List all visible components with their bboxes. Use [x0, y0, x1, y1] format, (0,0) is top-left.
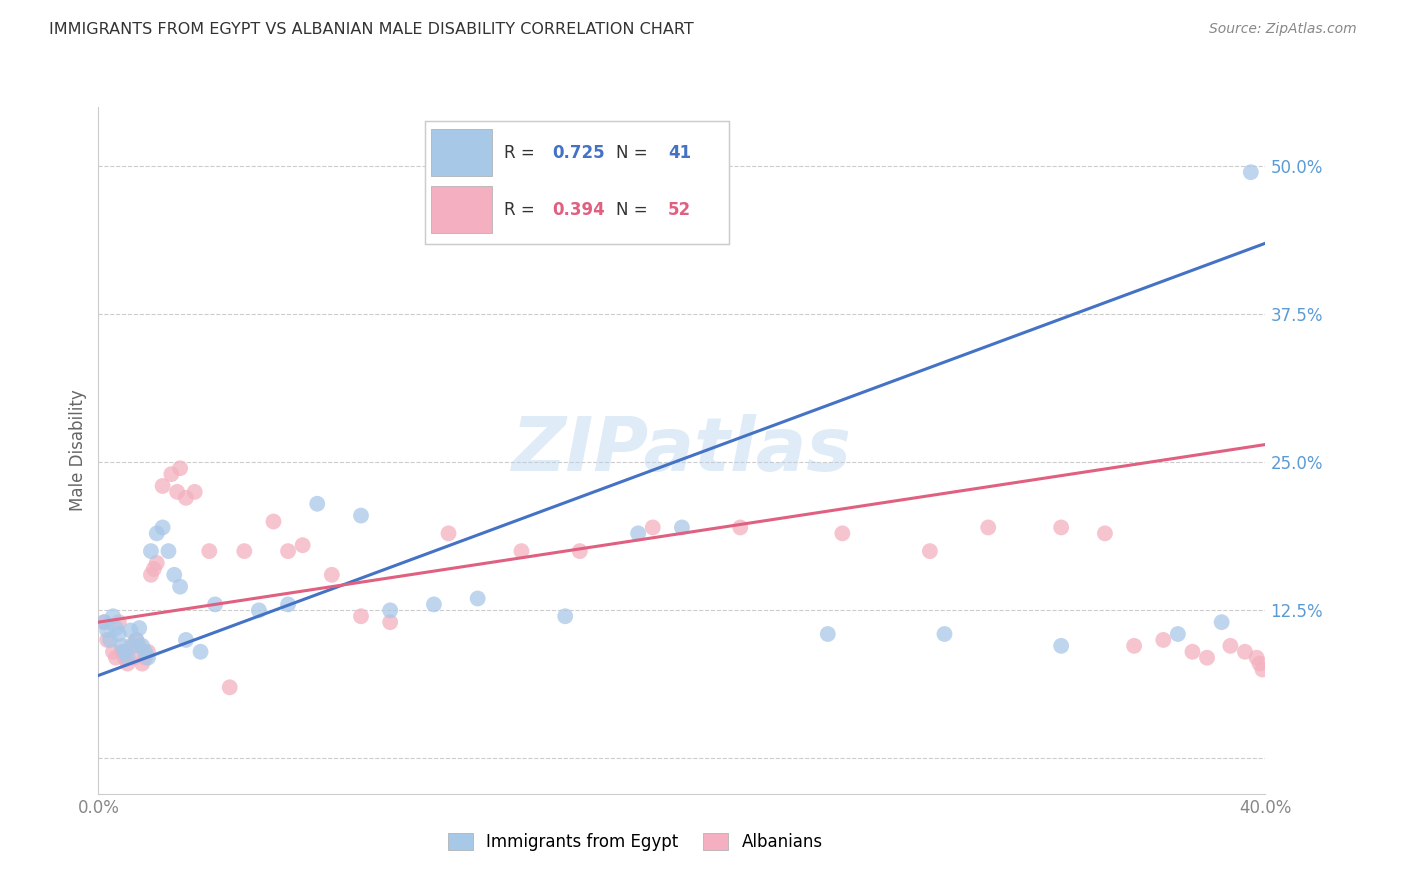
- Point: [1251, 663, 1274, 677]
- Point: [307, 497, 329, 511]
- Point: [1249, 657, 1271, 671]
- Point: [108, 615, 131, 630]
- Point: [146, 526, 169, 541]
- Point: [247, 603, 270, 617]
- Point: [554, 609, 576, 624]
- Point: [122, 650, 145, 665]
- Point: [1195, 650, 1218, 665]
- Point: [1219, 639, 1241, 653]
- Point: [233, 544, 256, 558]
- Point: [125, 632, 148, 647]
- Point: [96, 632, 118, 647]
- Point: [134, 650, 156, 665]
- Point: [114, 650, 136, 665]
- Point: [510, 544, 533, 558]
- Point: [1211, 615, 1233, 630]
- Point: [1123, 639, 1146, 653]
- Point: [169, 580, 191, 594]
- Point: [101, 609, 124, 624]
- Point: [120, 624, 142, 638]
- Point: [160, 467, 183, 482]
- Point: [831, 526, 853, 541]
- Point: [128, 621, 150, 635]
- Point: [134, 645, 156, 659]
- Point: [136, 645, 159, 659]
- Point: [198, 544, 221, 558]
- Point: [1050, 639, 1073, 653]
- Point: [730, 520, 752, 534]
- Point: [146, 556, 169, 570]
- Point: [157, 544, 180, 558]
- Point: [166, 484, 188, 499]
- Legend: Immigrants from Egypt, Albanians: Immigrants from Egypt, Albanians: [441, 826, 830, 858]
- Point: [350, 609, 373, 624]
- Text: ZIPatlas: ZIPatlas: [512, 414, 852, 487]
- Point: [152, 479, 174, 493]
- Point: [1050, 520, 1073, 534]
- Text: IMMIGRANTS FROM EGYPT VS ALBANIAN MALE DISABILITY CORRELATION CHART: IMMIGRANTS FROM EGYPT VS ALBANIAN MALE D…: [49, 22, 695, 37]
- Point: [139, 567, 162, 582]
- Point: [321, 567, 343, 582]
- Point: [152, 520, 174, 534]
- Point: [671, 520, 693, 534]
- Point: [1240, 165, 1263, 179]
- Point: [142, 562, 165, 576]
- Point: [131, 639, 153, 653]
- Point: [122, 639, 145, 653]
- Point: [117, 657, 139, 671]
- Point: [277, 598, 299, 612]
- Point: [291, 538, 314, 552]
- Point: [1094, 526, 1116, 541]
- Point: [627, 526, 650, 541]
- Point: [117, 650, 139, 665]
- Point: [218, 681, 240, 695]
- Point: [120, 639, 142, 653]
- Point: [104, 621, 127, 635]
- Point: [111, 645, 134, 659]
- Point: [641, 520, 664, 534]
- Point: [817, 627, 839, 641]
- Point: [114, 645, 136, 659]
- Text: Source: ZipAtlas.com: Source: ZipAtlas.com: [1209, 22, 1357, 37]
- Point: [96, 624, 118, 638]
- Point: [262, 515, 284, 529]
- Point: [104, 650, 127, 665]
- Point: [93, 615, 115, 630]
- Point: [98, 632, 121, 647]
- Point: [131, 657, 153, 671]
- Point: [1181, 645, 1204, 659]
- Point: [108, 627, 131, 641]
- Point: [111, 639, 134, 653]
- Point: [423, 598, 446, 612]
- Point: [1233, 645, 1256, 659]
- Point: [125, 632, 148, 647]
- Point: [1167, 627, 1189, 641]
- Point: [380, 615, 402, 630]
- Point: [204, 598, 226, 612]
- Point: [350, 508, 373, 523]
- Point: [128, 639, 150, 653]
- Point: [174, 632, 197, 647]
- Point: [568, 544, 591, 558]
- Point: [277, 544, 299, 558]
- Point: [437, 526, 460, 541]
- Point: [1152, 632, 1174, 647]
- Point: [101, 645, 124, 659]
- Point: [467, 591, 489, 606]
- Point: [139, 544, 162, 558]
- Point: [163, 567, 186, 582]
- Point: [934, 627, 956, 641]
- Point: [918, 544, 941, 558]
- Point: [183, 484, 205, 499]
- Point: [190, 645, 212, 659]
- Point: [169, 461, 191, 475]
- Point: [380, 603, 402, 617]
- Point: [977, 520, 1000, 534]
- Point: [136, 650, 159, 665]
- Point: [174, 491, 197, 505]
- Y-axis label: Male Disability: Male Disability: [69, 390, 87, 511]
- Point: [93, 615, 115, 630]
- Point: [1246, 650, 1268, 665]
